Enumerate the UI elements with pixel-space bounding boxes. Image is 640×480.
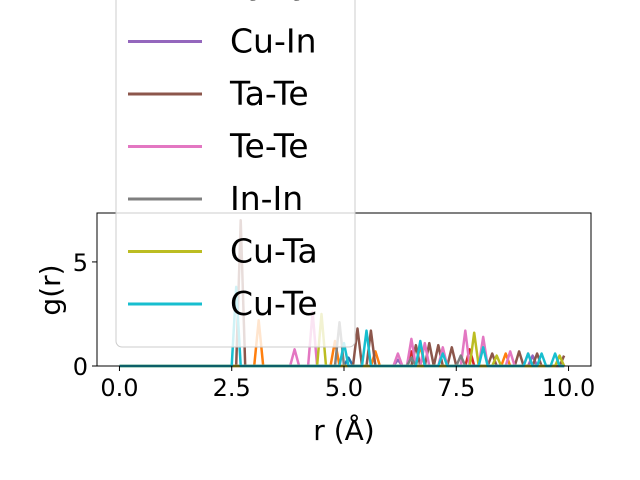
legend-box — [115, 0, 356, 348]
legend-entry: Cu-Te — [128, 284, 318, 323]
y-axis-label: g(r) — [34, 264, 67, 315]
legend-entry: Te-Te — [128, 127, 309, 166]
x-tick-label: 5.0 — [325, 374, 363, 402]
legend-entry: Cu-Ta — [128, 232, 318, 271]
legend-label: Cu-Ta — [230, 232, 318, 271]
legend: Ta-Ta Cu-In Ta-Te Te-Te In-In Cu-Ta Cu-Te — [115, 0, 356, 348]
y-tick-label: 5 — [73, 249, 88, 277]
legend-label: Ta-Te — [229, 74, 309, 113]
legend-entry: In-In — [128, 179, 303, 218]
legend-entry: Ta-Ta — [229, 0, 309, 8]
legend-entry: Ta-Te — [128, 74, 309, 113]
x-tick-label: 10.0 — [542, 374, 595, 402]
x-axis-label: r (Å) — [313, 413, 374, 447]
legend-label: Cu-Te — [230, 284, 318, 323]
x-tick-label: 7.5 — [437, 374, 475, 402]
x-tick-label: 2.5 — [213, 374, 251, 402]
legend-entry: Cu-In — [128, 22, 317, 61]
legend-label: In-In — [230, 179, 303, 218]
legend-label: Ta-Ta — [229, 0, 309, 8]
x-tick-label: 0.0 — [100, 374, 138, 402]
y-tick-label: 0 — [73, 353, 88, 381]
axis-ticks: 0.0 2.5 5.0 7.5 10.0 0 5 — [73, 249, 596, 402]
legend-label: Cu-In — [230, 22, 317, 61]
legend-label: Te-Te — [229, 127, 309, 166]
